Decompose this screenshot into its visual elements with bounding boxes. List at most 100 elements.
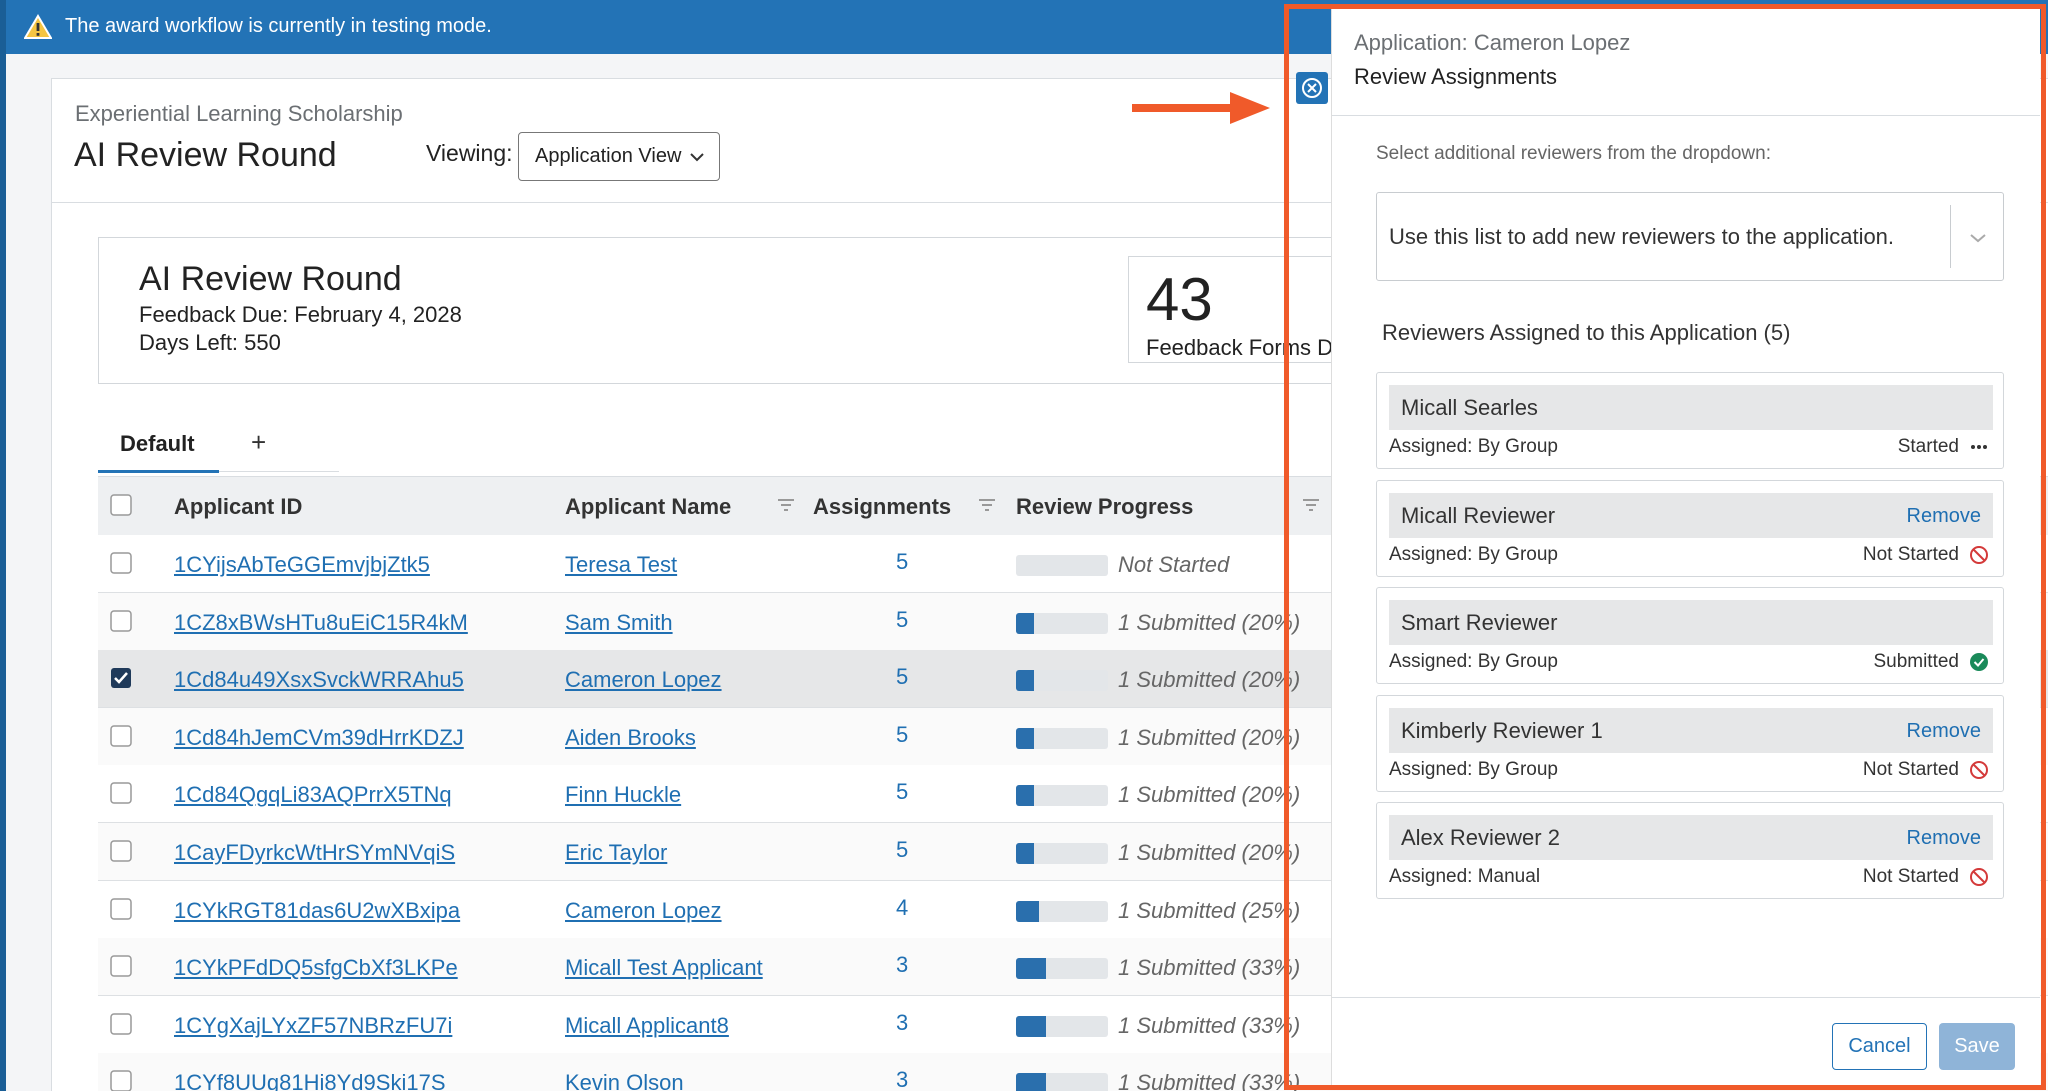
reviewer-name: Micall Searles (1401, 395, 1538, 420)
progress-text: 1 Submitted (25%) (1118, 897, 1301, 923)
panel-divider (1332, 115, 2040, 116)
assignments-count[interactable]: 4 (896, 894, 909, 920)
applicant-name link[interactable]: Teresa Test (565, 552, 678, 577)
applicant-name link[interactable]: Micall Applicant8 (565, 1012, 729, 1038)
progress-track (1016, 843, 1108, 864)
progress-fill (1016, 785, 1035, 807)
applicant-id link[interactable]: 1CayFDyrkcWtHrSYmNVqiS (174, 840, 456, 865)
reviewer-name-bar: Kimberly Reviewer 1 Remove (1389, 707, 1993, 753)
remove-link[interactable]: Remove (1906, 719, 1981, 742)
side-strip (0, 0, 6, 1091)
reviewer-status: Started (1897, 436, 1959, 457)
column-header: Review Progress (1016, 494, 1194, 519)
assignments-count[interactable]: 5 (896, 664, 909, 690)
assignments-count[interactable]: 5 (896, 549, 909, 574)
applicant-id link[interactable]: 1Cd84hJemCVm39dHrrKDZJ (174, 724, 464, 750)
applicant-id link[interactable]: 1CYgXajLYxZF57NBRzFU7i (174, 1012, 453, 1038)
progress-text: 1 Submitted (20%) (1118, 840, 1301, 865)
applicant-id link[interactable]: 1Cd84u49XsxSvckWRRAhu5 (174, 667, 464, 693)
assignments-count[interactable]: 3 (896, 952, 909, 978)
applicant-name link[interactable]: Aiden Brooks (565, 724, 696, 750)
progress-text: Not Started (1118, 552, 1230, 577)
progress-text: 1 Submitted (33%) (1118, 1070, 1301, 1091)
side-panel: Application: Cameron Lopez Review Assignm… (1331, 9, 2040, 1086)
applicant-id link[interactable]: 1CYkPFdDQ5sfgCbXf3LKPe (174, 955, 458, 981)
dropdown-chevron (1969, 231, 1987, 249)
reviewer-card: Micall Reviewer Remove Assigned: By Group N… (1376, 479, 2004, 577)
reviewer-status-icon (1969, 867, 1989, 892)
checkbox[interactable] (110, 897, 132, 925)
checkbox[interactable] (110, 782, 132, 809)
tab-add[interactable]: + (251, 427, 267, 457)
reviewer-dropdown[interactable]: Use this list to add new reviewers to th… (1376, 192, 2004, 281)
reviewer-card: Alex Reviewer 2 Remove Assigned: Manual Not… (1376, 802, 2004, 899)
program-name: Experiential Learning Scholarship (75, 101, 403, 126)
reviewer-name-bar: Smart Reviewer (1389, 600, 1993, 645)
progress-fill (1016, 1073, 1047, 1091)
summary-title: AI Review Round (139, 260, 402, 298)
assignments-count[interactable]: 5 (896, 837, 909, 862)
assignments-count[interactable]: 5 (896, 606, 909, 632)
checkbox[interactable] (110, 955, 132, 982)
applicant-name link[interactable]: Micall Test Applicant (565, 955, 763, 981)
applicant-id link[interactable]: 1CYkRGT81das6U2wXBxipa (174, 897, 461, 923)
viewing-label: Viewing: (426, 140, 513, 166)
checkbox[interactable] (110, 840, 132, 867)
filter-icon[interactable] (1301, 497, 1321, 518)
reviewer-name: Kimberly Reviewer 1 (1401, 717, 1603, 743)
assignments-count[interactable]: 5 (896, 721, 909, 747)
assignments-count[interactable]: 3 (896, 1067, 909, 1091)
close-button[interactable] (1296, 72, 1328, 109)
remove-link[interactable]: Remove (1906, 504, 1981, 527)
tab-default[interactable]: Default (120, 431, 195, 456)
checkbox[interactable] (110, 494, 132, 521)
checkbox[interactable] (110, 1070, 132, 1091)
view-select[interactable]: Application View (518, 132, 720, 181)
applicant-name link[interactable]: Kevin Olson (565, 1070, 684, 1091)
banner-text: The award workflow is currently in testi… (65, 15, 492, 37)
view-select-text: Application View (535, 145, 682, 167)
checkbox[interactable] (110, 1013, 132, 1040)
save-button[interactable]: Save (1939, 1023, 2015, 1070)
checkbox[interactable] (110, 609, 132, 637)
progress-text: 1 Submitted (33%) (1118, 1012, 1301, 1038)
checkbox[interactable] (110, 552, 132, 579)
cancel-button[interactable]: Cancel (1832, 1023, 1927, 1070)
progress-track (1016, 958, 1108, 980)
reviewer-card: Smart Reviewer Assigned: By Group Submitte… (1376, 587, 2004, 684)
filter-icon[interactable] (977, 497, 997, 518)
applicant-name link[interactable]: Eric Taylor (565, 840, 668, 865)
arrow (1130, 88, 1275, 133)
progress-track (1016, 612, 1108, 634)
applicant-id link[interactable]: 1Cd84QgqLi83AQPrrX5TNq (174, 782, 452, 808)
progress-text: 1 Submitted (33%) (1118, 955, 1301, 981)
applicant-name link[interactable]: Cameron Lopez (565, 667, 722, 693)
applicant-id link[interactable]: 1CZ8xBWsHTu8uEiC15R4kM (174, 609, 468, 635)
applicant-name link[interactable]: Sam Smith (565, 609, 673, 635)
dropdown-separator (1950, 205, 1951, 268)
assignments-count[interactable]: 3 (896, 1009, 909, 1035)
warning-icon (23, 14, 53, 40)
applicant-id link[interactable]: 1CYf8UUg81Hi8Yd9Ski17S (174, 1070, 446, 1091)
checkbox[interactable] (110, 725, 132, 752)
reviewer-card: Kimberly Reviewer 1 Remove Assigned: By Gr… (1376, 694, 2004, 792)
remove-link[interactable]: Remove (1906, 827, 1981, 849)
progress-track (1016, 727, 1108, 749)
applicant-id link[interactable]: 1CYijsAbTeGGEmvjbjZtk5 (174, 552, 430, 577)
progress-text: 1 Submitted (20%) (1118, 724, 1301, 750)
column-header: Applicant Name (565, 494, 732, 519)
reviewer-status: Not Started (1862, 543, 1959, 565)
applicant-name link[interactable]: Cameron Lopez (565, 897, 722, 923)
applicant-name link[interactable]: Finn Huckle (565, 782, 682, 808)
reviewer-status-icon (1969, 545, 1989, 570)
summary-days: Days Left: 550 (139, 330, 281, 355)
progress-fill (1016, 843, 1035, 864)
checkbox[interactable] (110, 667, 132, 694)
reviewer-status: Not Started (1862, 866, 1959, 887)
filter-icon[interactable] (776, 497, 796, 518)
assignments-count[interactable]: 5 (896, 779, 909, 805)
progress-track (1016, 1015, 1108, 1037)
reviewer-name-bar: Alex Reviewer 2 Remove (1389, 815, 1993, 860)
panel-application: Application: Cameron Lopez (1354, 30, 1631, 55)
